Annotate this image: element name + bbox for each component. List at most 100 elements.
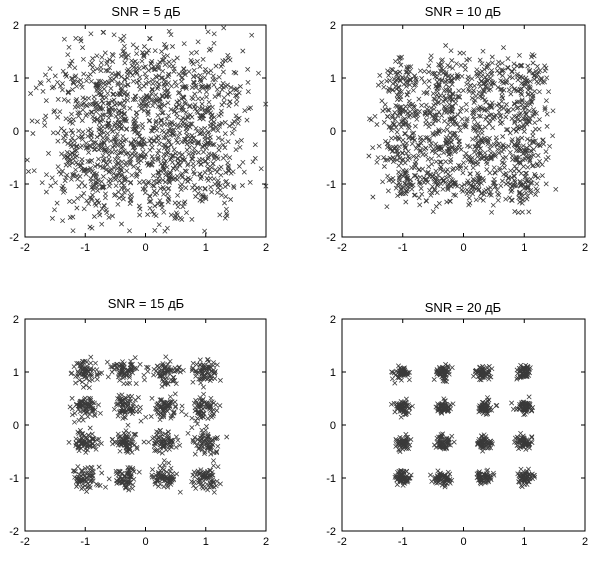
data-point [119,125,124,131]
data-point [161,167,167,173]
data-point [67,215,73,220]
data-point [98,60,104,66]
data-point [54,200,60,206]
data-point [73,35,79,41]
data-point [80,129,86,135]
data-point [91,170,97,176]
data-point [147,118,153,123]
data-point [170,63,176,69]
data-point [227,155,233,161]
data-point [110,91,116,97]
data-point [71,171,77,177]
data-point [183,109,189,115]
data-point [156,81,162,87]
data-point [166,185,172,191]
data-point [85,158,91,164]
data-point [89,109,95,115]
data-point [128,179,134,185]
data-point [62,178,68,184]
data-point [186,151,192,157]
data-point [125,187,131,193]
data-point [157,141,162,147]
data-point [120,133,126,139]
data-point [123,162,129,168]
data-point [112,192,118,198]
data-point [137,180,142,185]
data-point [132,126,138,132]
data-point [215,180,221,186]
data-point [81,71,87,77]
data-point [94,66,100,72]
data-point [143,182,149,188]
data-point [70,130,76,136]
data-point [231,126,237,132]
data-point [131,164,137,169]
data-point [158,201,164,207]
data-point [134,79,140,85]
data-point [96,156,101,162]
data-point [175,134,181,140]
data-point [189,50,194,56]
x-tick-label: 0 [142,536,148,548]
data-point [122,176,128,182]
data-point [121,185,127,191]
data-point [55,138,61,144]
data-point [233,113,239,119]
data-point [50,130,56,136]
data-point [164,191,170,197]
data-point [174,114,180,120]
data-point [161,135,167,141]
data-point [75,176,81,182]
data-point [181,41,187,47]
data-point [83,113,89,119]
data-point [65,89,71,95]
data-point [88,126,93,132]
x-tick-label: 0 [460,242,466,254]
data-point [175,160,181,166]
data-point [179,174,185,180]
data-point [205,166,211,172]
data-point [68,61,74,67]
data-point [55,96,61,102]
data-point [55,130,61,136]
data-point [129,172,135,178]
data-point [48,183,54,189]
data-point [138,141,144,147]
data-point [71,142,77,148]
data-point [224,213,230,219]
x-tick-label: -2 [337,536,347,548]
data-point [132,117,138,123]
data-point [228,197,234,202]
y-tick-label: -2 [326,232,336,244]
y-tick-label: -2 [9,526,19,538]
data-point [74,153,80,159]
data-point [86,201,92,207]
data-point [65,141,71,146]
data-point [147,36,153,41]
data-point [160,57,165,63]
data-point [211,142,217,147]
data-point [226,165,231,171]
data-point [83,140,89,146]
data-point [43,98,49,104]
data-point [164,94,169,100]
data-point [74,143,80,149]
x-tick-label: 1 [203,242,209,254]
data-point [106,214,112,220]
data-point [77,110,83,116]
data-point [153,120,159,126]
data-point [212,167,218,173]
data-point [106,108,112,114]
data-point [106,80,112,86]
data-point [130,97,136,103]
data-point [132,93,138,99]
data-point [145,212,151,217]
data-point [190,161,196,167]
data-point [108,112,114,118]
data-point [121,116,127,122]
data-point [107,57,113,63]
data-point [161,186,167,192]
data-point [172,200,178,206]
data-point [206,99,212,105]
data-point [138,153,144,159]
